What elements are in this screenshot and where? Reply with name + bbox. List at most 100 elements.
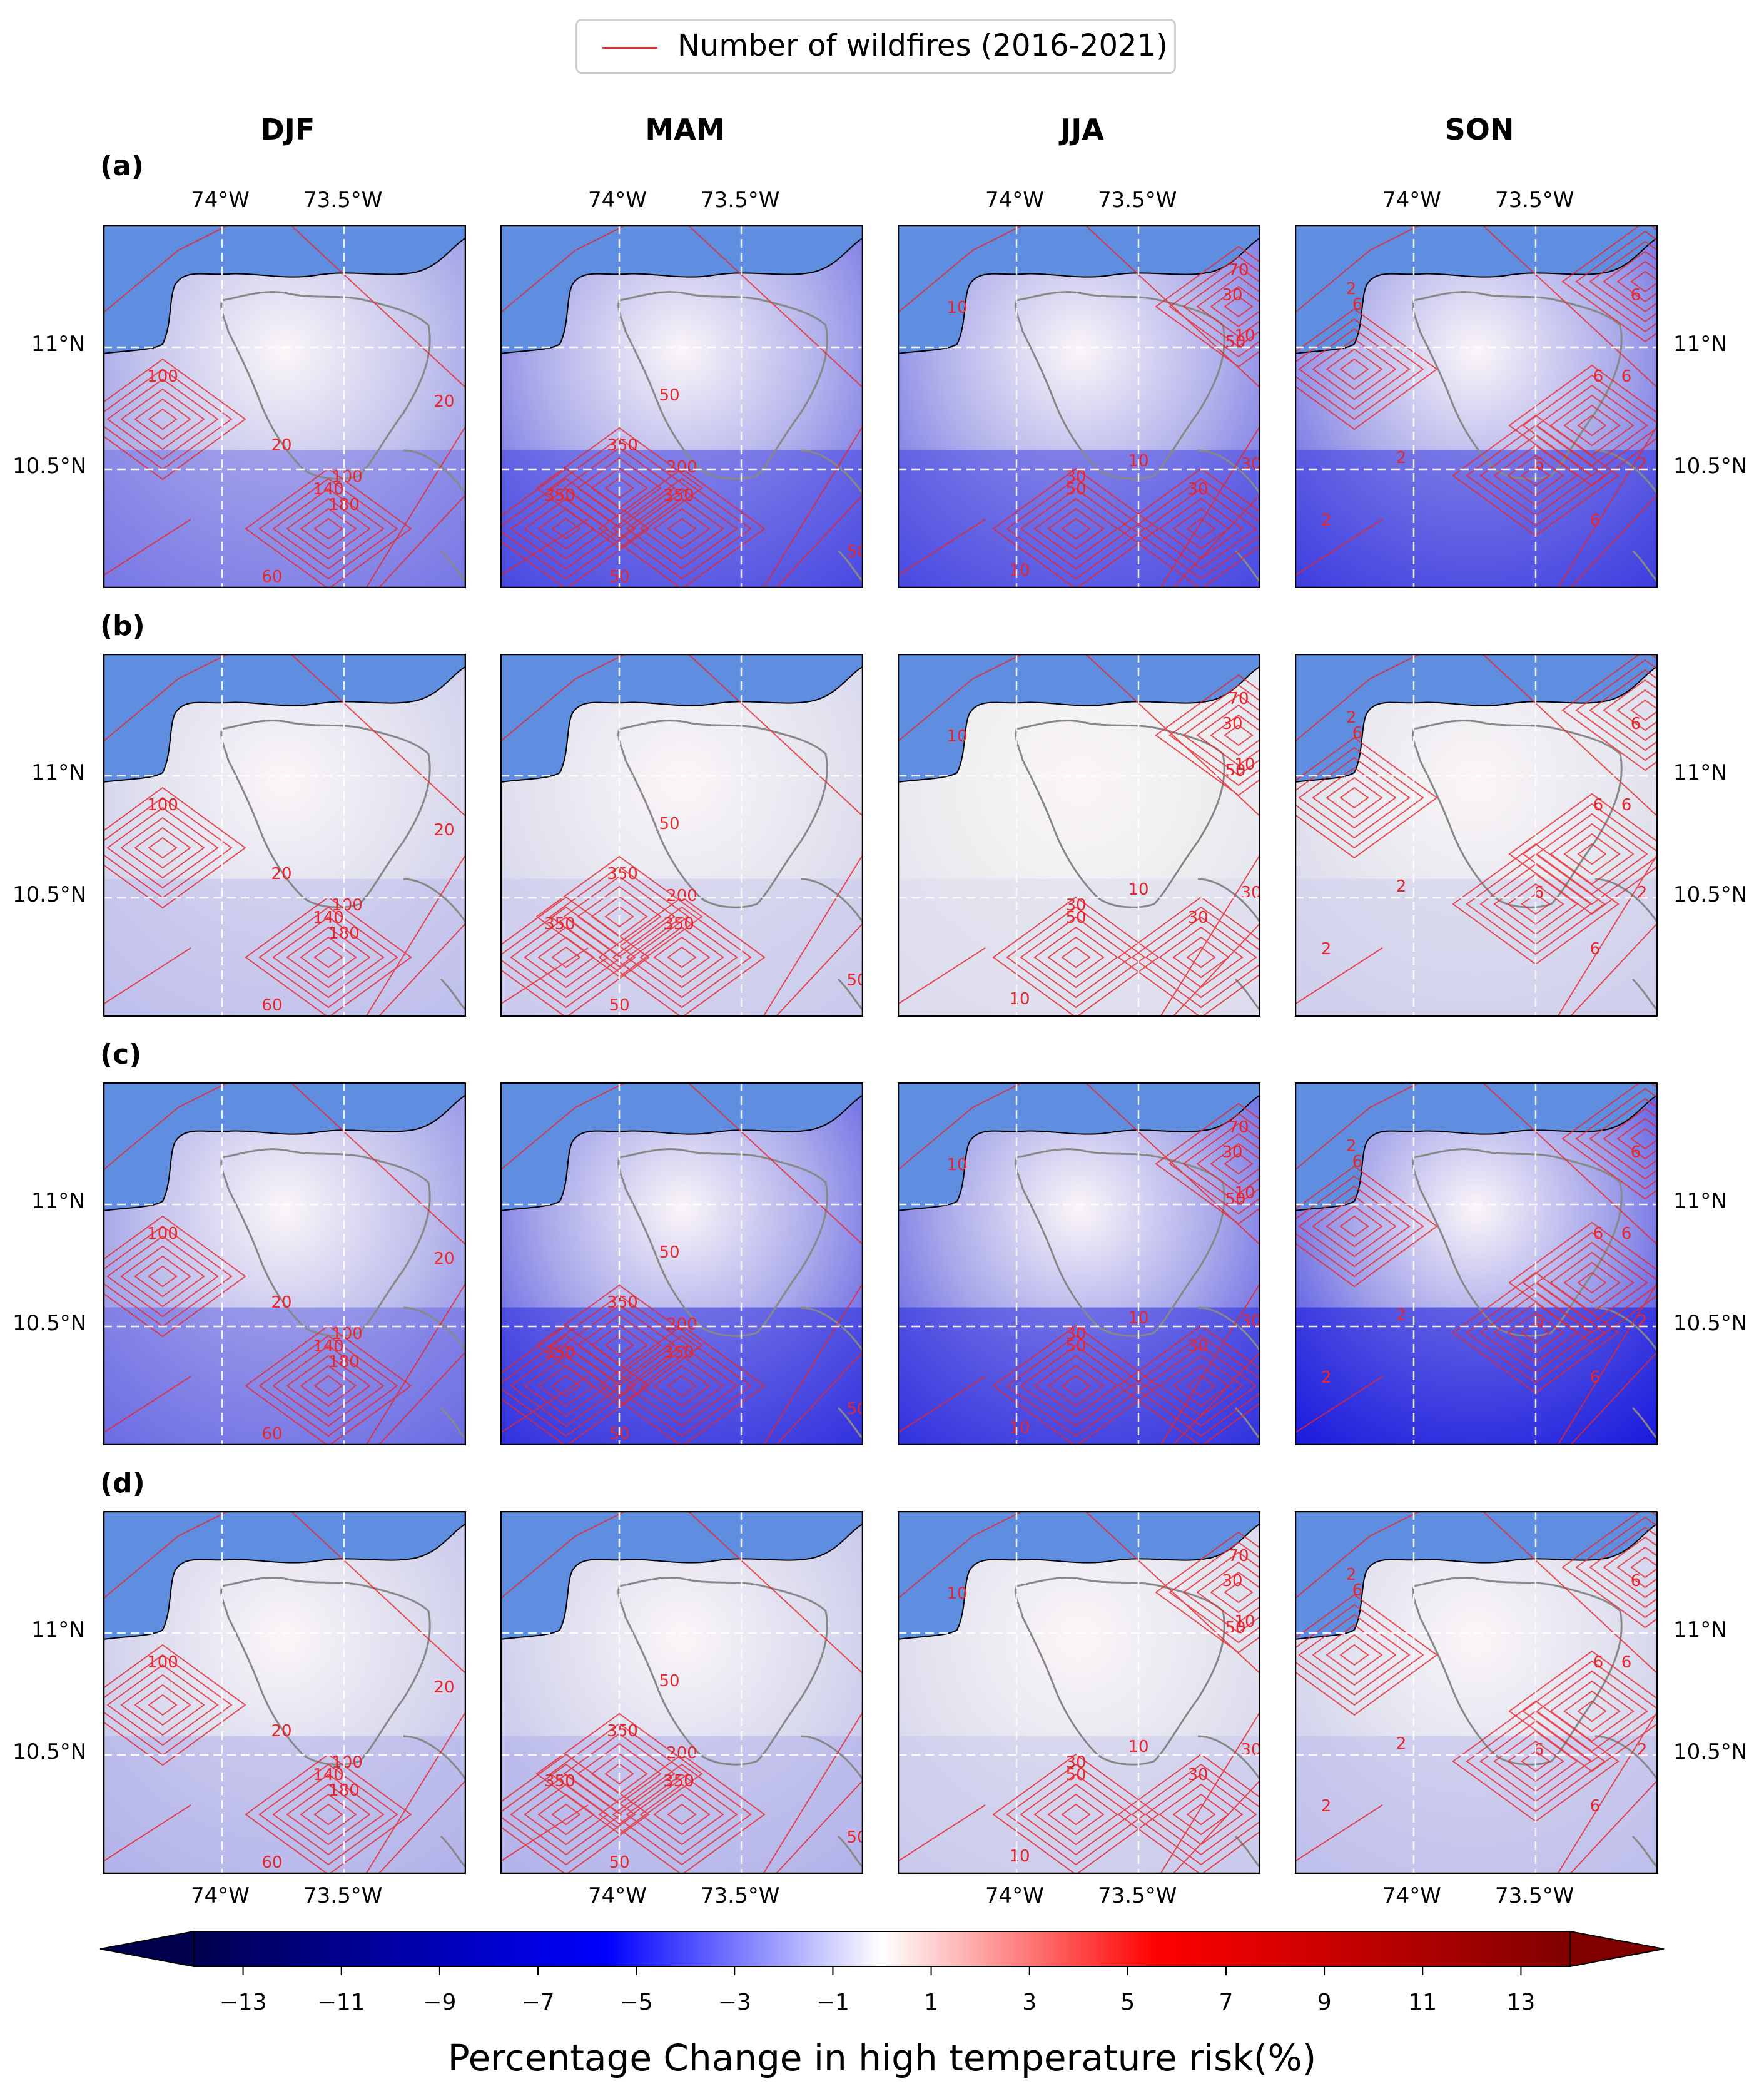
top-lon-tick: 73.5°W (303, 188, 383, 213)
contour-label: 10 (1009, 1418, 1030, 1437)
season-title-djf: DJF (260, 113, 315, 146)
contour-label: 30 (1222, 1572, 1242, 1590)
contour-label: 30 (1065, 896, 1086, 915)
panel-frame (1295, 225, 1658, 588)
contour-label: 350 (544, 486, 575, 505)
contour-label: 6 (1352, 295, 1363, 314)
contour-label: 100 (147, 1653, 178, 1672)
panel-frame (500, 1082, 863, 1445)
wildfire-contours (898, 654, 1260, 1017)
sea-area (103, 654, 466, 783)
risk-field-south (103, 450, 466, 588)
mountain-outline (1015, 291, 1225, 480)
contour-label: 350 (607, 436, 638, 455)
contour-label: 350 (663, 915, 694, 934)
top-lon-tick: 74°W (1382, 188, 1441, 213)
left-lat-tick: 10.5°N (13, 882, 87, 907)
graticule (1295, 1082, 1658, 1445)
graticule (1295, 1511, 1658, 1874)
top-lon-tick: 74°W (985, 188, 1044, 213)
contour-label: 30 (1240, 883, 1260, 902)
contour-label: 2 (1321, 1797, 1332, 1816)
contour-label: 70 (1228, 261, 1249, 280)
land-outline (1594, 1306, 1658, 1440)
contour-label: 2 (1346, 1565, 1357, 1584)
mountain-outline (617, 1577, 828, 1766)
right-lat-tick: 11°N (1673, 1617, 1727, 1642)
graticule (500, 654, 863, 1017)
contour-label: 2 (1346, 708, 1357, 727)
contour-label: 50 (1065, 480, 1086, 499)
contour-label: 2 (1396, 449, 1407, 467)
contour-label: 50 (846, 1828, 863, 1847)
top-lon-tick: 73.5°W (701, 188, 780, 213)
colorbar-tick-label: 1 (924, 1990, 939, 2015)
right-lat-tick: 10.5°N (1673, 1311, 1748, 1336)
contour-label: 100 (147, 1224, 178, 1243)
contour-label: 50 (659, 386, 679, 405)
contour-label: 30 (1187, 908, 1208, 927)
contour-label: 20 (433, 1249, 454, 1268)
graticule (103, 654, 466, 1017)
contour-label: 50 (1065, 908, 1086, 927)
bottom-lon-tick: 74°W (191, 1883, 250, 1908)
sea-area (1295, 1511, 1658, 1641)
sea-area (1295, 225, 1658, 355)
colorbar-tick-label: −1 (816, 1990, 849, 2015)
contour-label: 200 (666, 458, 697, 477)
contour-label: 50 (1065, 1337, 1086, 1356)
contour-label: 140 (313, 908, 344, 927)
colorbar-tick-label: 9 (1317, 1990, 1332, 2015)
contour-label: 2 (1637, 883, 1648, 902)
left-lat-tick: 10.5°N (13, 1739, 87, 1764)
contour-label: 6 (1593, 1653, 1604, 1672)
bottom-lon-tick: 74°W (1382, 1883, 1441, 1908)
mountain-outline (220, 291, 431, 480)
right-lat-tick: 10.5°N (1673, 882, 1748, 907)
colorbar-tick-label: −9 (423, 1990, 457, 2015)
contour-label: 30 (1187, 1766, 1208, 1784)
contour-label: 2 (1637, 455, 1648, 474)
graticule (898, 1082, 1260, 1445)
row-label-a: (a) (100, 150, 144, 182)
contour-label: 20 (433, 821, 454, 840)
contour-label: 2 (1637, 1312, 1648, 1331)
contour-label: 70 (1228, 689, 1249, 708)
season-title-jja: JJA (1060, 113, 1104, 146)
left-lat-tick: 11°N (31, 332, 85, 357)
land-outline (1197, 1306, 1260, 1440)
panel-frame (1295, 654, 1658, 1017)
contour-label: 350 (607, 1293, 638, 1312)
contour-label: 6 (1631, 286, 1641, 305)
land-outline (1197, 878, 1260, 1012)
wildfire-contours (500, 1511, 863, 1874)
bottom-lon-tick: 73.5°W (1098, 1883, 1177, 1908)
mountain-outline (1412, 291, 1623, 480)
right-lat-tick: 10.5°N (1673, 1739, 1748, 1764)
graticule (500, 1082, 863, 1445)
graticule (500, 225, 863, 588)
bottom-lon-tick: 74°W (985, 1883, 1044, 1908)
contour-label: 6 (1352, 724, 1363, 743)
contour-label: 10 (1009, 990, 1030, 1009)
contour-label: 200 (666, 1744, 697, 1763)
panel-frame (103, 654, 466, 1017)
top-lon-tick: 74°W (191, 188, 250, 213)
contour-label: 50 (1225, 1190, 1245, 1209)
colorbar-tick-label: 5 (1120, 1990, 1135, 2015)
colorbar-body (193, 1931, 1571, 1967)
contour-label: 60 (261, 567, 282, 586)
graticule (898, 654, 1260, 1017)
left-lat-tick: 11°N (31, 760, 85, 785)
sea-area (1295, 1082, 1658, 1212)
season-title-son: SON (1444, 113, 1514, 146)
contour-label: 60 (261, 1853, 282, 1872)
panel-frame (898, 1511, 1260, 1874)
contour-label: 200 (666, 887, 697, 905)
